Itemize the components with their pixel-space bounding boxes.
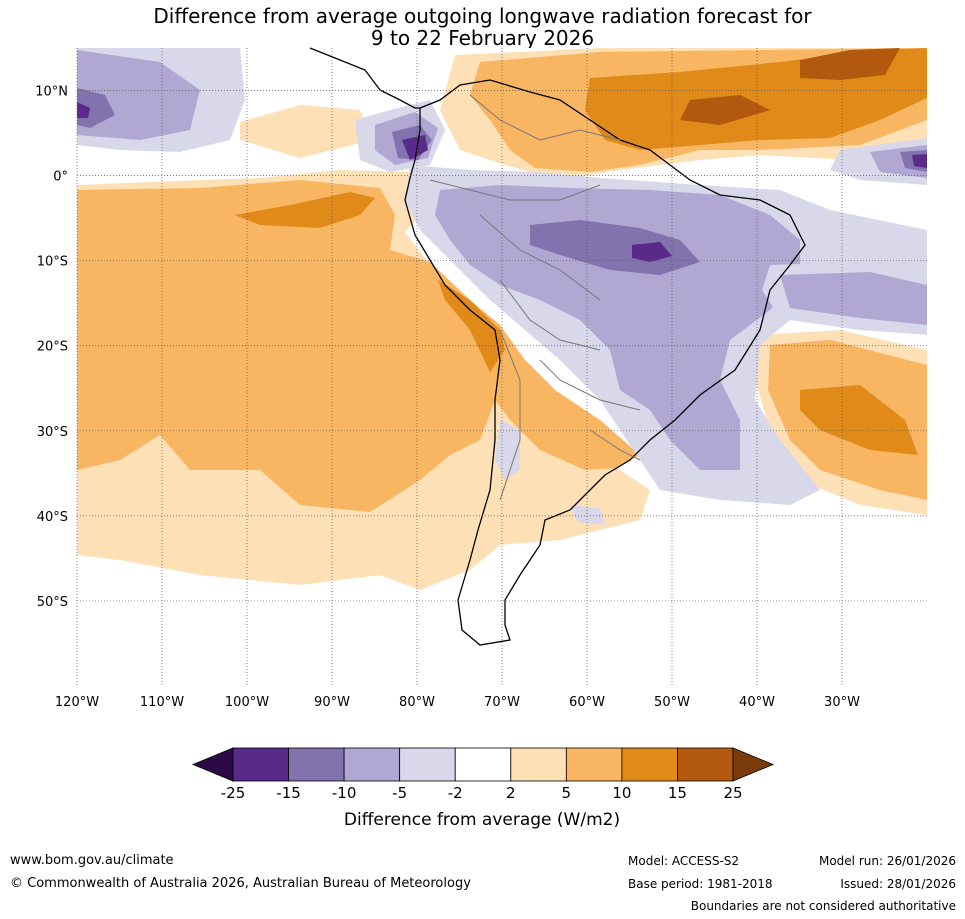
colorbar-tick-label: 2 xyxy=(506,784,516,802)
longitude-tick-label: 120°W xyxy=(55,695,99,710)
longitude-tick-label: 100°W xyxy=(225,695,269,710)
latitude-tick-label: 30°S xyxy=(37,425,68,440)
positive-anomaly-region xyxy=(800,385,918,455)
coastlines xyxy=(309,47,806,646)
colorbar-swatch xyxy=(343,747,401,782)
latitude-tick-label: 50°S xyxy=(37,595,68,610)
colorbar-swatch xyxy=(565,747,623,782)
longitude-tick-label: 80°W xyxy=(399,695,435,710)
central-america-coastline xyxy=(309,47,420,109)
footer-model-run: Model run: 26/01/2026 xyxy=(818,854,956,868)
colorbar-tick-label: 15 xyxy=(668,784,687,802)
colorbar-swatch xyxy=(288,747,345,782)
longitude-tick-label: 90°W xyxy=(314,695,350,710)
colorbar-tick-label: -15 xyxy=(276,784,301,802)
negative-anomaly-region xyxy=(435,185,800,470)
negative-anomaly-region xyxy=(402,135,428,160)
colorbar-swatch xyxy=(510,747,567,782)
colorbar-swatch xyxy=(621,747,678,782)
colorbar-tick-label: -10 xyxy=(332,784,357,802)
longitude-tick-label: 60°W xyxy=(569,695,605,710)
positive-anomaly-region xyxy=(240,105,372,158)
longitude-tick-label: 30°W xyxy=(824,695,860,710)
colorbar: -25 -15 -10 -5 -2 2 5 10 15 25 Difference from av… xyxy=(191,747,775,830)
footer-model: Model: ACCESS-S2 xyxy=(628,854,740,868)
positive-anomaly-region xyxy=(680,95,770,125)
latitude-tick-label: 10°N xyxy=(35,85,68,100)
colorbar-tick-label: 10 xyxy=(612,784,631,802)
negative-anomaly-region xyxy=(912,154,927,168)
positive-anomaly-region xyxy=(235,192,375,228)
latitude-tick-label: 0° xyxy=(53,170,68,185)
footer-issued: Issued: 28/01/2026 xyxy=(840,877,956,891)
longitude-labels: 120°W 110°W 100°W 90°W 80°W 70°W 60°W 50°W 40°W 3… xyxy=(55,695,860,710)
latitude-tick-label: 40°S xyxy=(37,510,68,525)
chart-title-line1: Difference from average outgoing longwav… xyxy=(153,4,812,28)
colorbar-swatch xyxy=(232,747,289,782)
colorbar-tick-label: 5 xyxy=(562,784,572,802)
latitude-tick-label: 10°S xyxy=(37,255,68,270)
latitude-labels: 10°N 0° 10°S 20°S 30°S 40°S 50°S xyxy=(35,85,68,610)
negative-anomaly-region xyxy=(495,420,520,480)
national-borders xyxy=(429,94,641,501)
negative-anomaly-region xyxy=(780,272,927,325)
footer-disclaimer: Boundaries are not considered authoritat… xyxy=(690,899,956,913)
south-america-coastline xyxy=(404,79,806,646)
colorbar-tick-label: -25 xyxy=(221,784,246,802)
colorbar-swatch xyxy=(399,747,456,782)
gridlines xyxy=(76,48,927,686)
negative-anomaly-region xyxy=(77,102,90,118)
positive-anomaly-region xyxy=(77,180,640,512)
longitude-tick-label: 70°W xyxy=(484,695,520,710)
colorbar-label: Difference from average (W/m2) xyxy=(344,810,620,830)
colorbar-tick-label: -2 xyxy=(448,784,463,802)
negative-anomaly-region xyxy=(530,220,700,275)
footer-website[interactable]: www.bom.gov.au/climate xyxy=(10,853,174,868)
colorbar-swatch xyxy=(454,747,512,782)
colorbar-swatch xyxy=(677,747,734,782)
latitude-tick-label: 20°S xyxy=(37,340,68,355)
chart-title-line2: 9 to 22 February 2026 xyxy=(370,26,595,50)
footer-copyright: © Commonwealth of Australia 2026, Austra… xyxy=(10,876,471,891)
colorbar-tick-label: -5 xyxy=(392,784,407,802)
positive-anomaly-region xyxy=(438,280,505,372)
longitude-tick-label: 110°W xyxy=(140,695,184,710)
colorbar-extend-max xyxy=(732,747,775,782)
colorbar-extend-min xyxy=(191,747,234,782)
negative-anomaly-region xyxy=(570,505,605,525)
footer-base-period: Base period: 1981-2018 xyxy=(628,877,773,891)
longitude-tick-label: 50°W xyxy=(654,695,690,710)
longitude-tick-label: 40°W xyxy=(739,695,775,710)
country-borders xyxy=(429,94,641,501)
positive-anomaly-region xyxy=(800,48,900,80)
negative-anomaly-region xyxy=(632,242,672,262)
colorbar-tick-label: 25 xyxy=(723,784,742,802)
